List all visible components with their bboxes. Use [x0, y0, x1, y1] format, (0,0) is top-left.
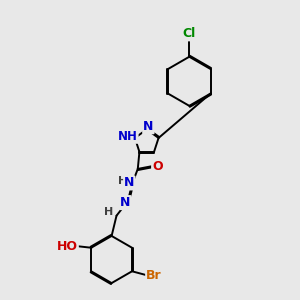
Text: NH: NH	[118, 130, 138, 143]
Text: O: O	[152, 160, 163, 173]
Text: H: H	[104, 207, 113, 217]
Text: N: N	[124, 176, 134, 190]
Text: H: H	[118, 176, 128, 186]
Text: N: N	[120, 196, 130, 209]
Text: Cl: Cl	[183, 27, 196, 40]
Text: N: N	[143, 120, 154, 133]
Text: HO: HO	[57, 240, 78, 253]
Text: Br: Br	[146, 269, 162, 282]
